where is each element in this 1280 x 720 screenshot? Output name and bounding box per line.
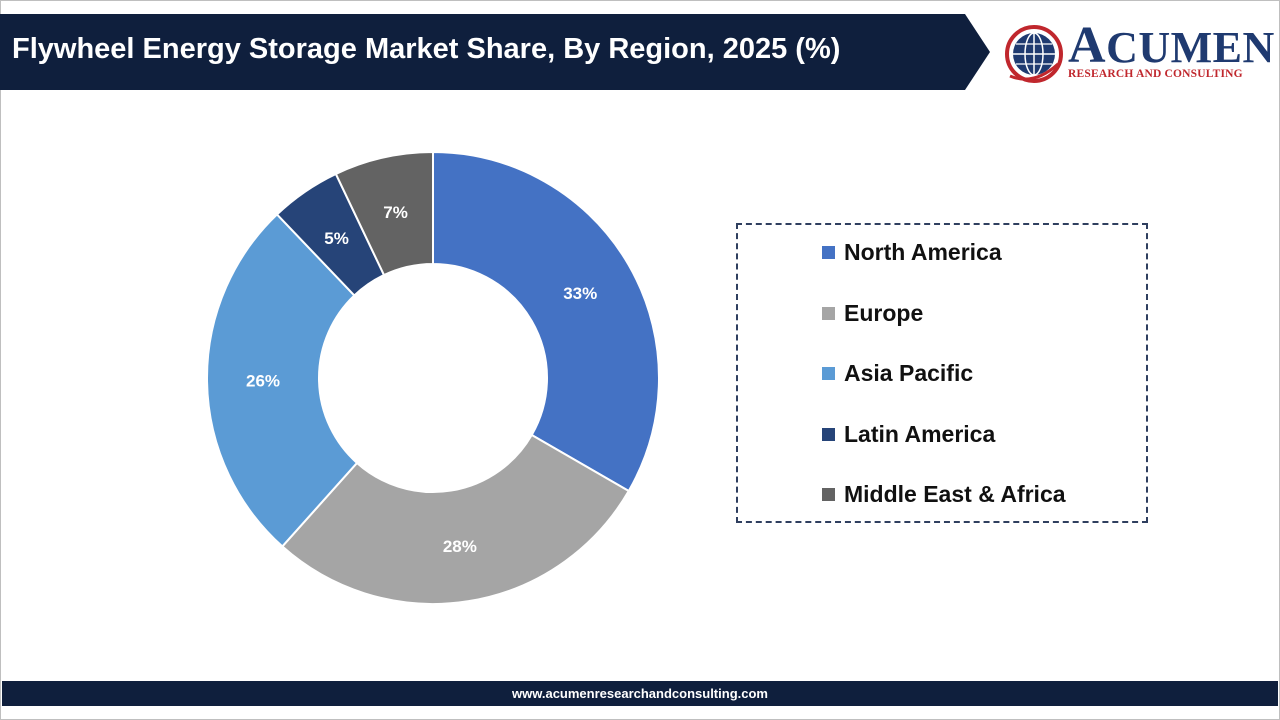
legend-item: Asia Pacific xyxy=(822,360,973,387)
legend-label: Latin America xyxy=(844,421,996,447)
legend-item: Latin America xyxy=(822,421,995,448)
data-label: 7% xyxy=(383,203,408,222)
legend-label: Europe xyxy=(844,300,924,326)
data-label: 28% xyxy=(443,537,477,556)
logo-wordmark: ACUMEN xyxy=(1068,17,1275,74)
legend-item: Europe xyxy=(822,300,923,327)
data-label: 33% xyxy=(563,284,597,303)
legend-swatch xyxy=(822,488,835,501)
acumen-logo: ACUMEN RESEARCH AND CONSULTING xyxy=(1004,17,1275,86)
footer-url: www.acumenresearchandconsulting.com xyxy=(2,681,1278,706)
data-label: 5% xyxy=(324,229,349,248)
title-banner xyxy=(0,14,990,90)
legend-item: Middle East & Africa xyxy=(822,481,1066,508)
legend-item: North America xyxy=(822,239,1002,266)
legend: North America Europe Asia Pacific Latin Ame… xyxy=(736,223,1148,523)
legend-swatch xyxy=(822,367,835,380)
slice-north-america xyxy=(432,150,660,493)
logo-subtitle: RESEARCH AND CONSULTING xyxy=(1068,68,1243,80)
legend-swatch xyxy=(822,246,835,259)
data-label: 26% xyxy=(246,372,280,391)
legend-swatch xyxy=(822,428,835,441)
slice-middle-east-africa xyxy=(334,150,434,277)
globe-icon xyxy=(1005,25,1063,83)
legend-label: North America xyxy=(844,239,1002,265)
slice-asia-pacific xyxy=(206,213,359,548)
legend-swatch xyxy=(822,307,835,320)
chart-title: Flywheel Energy Storage Market Share, By… xyxy=(12,33,841,65)
legend-label: Middle East & Africa xyxy=(844,481,1066,507)
slice-europe xyxy=(280,433,631,605)
legend-label: Asia Pacific xyxy=(844,360,974,386)
